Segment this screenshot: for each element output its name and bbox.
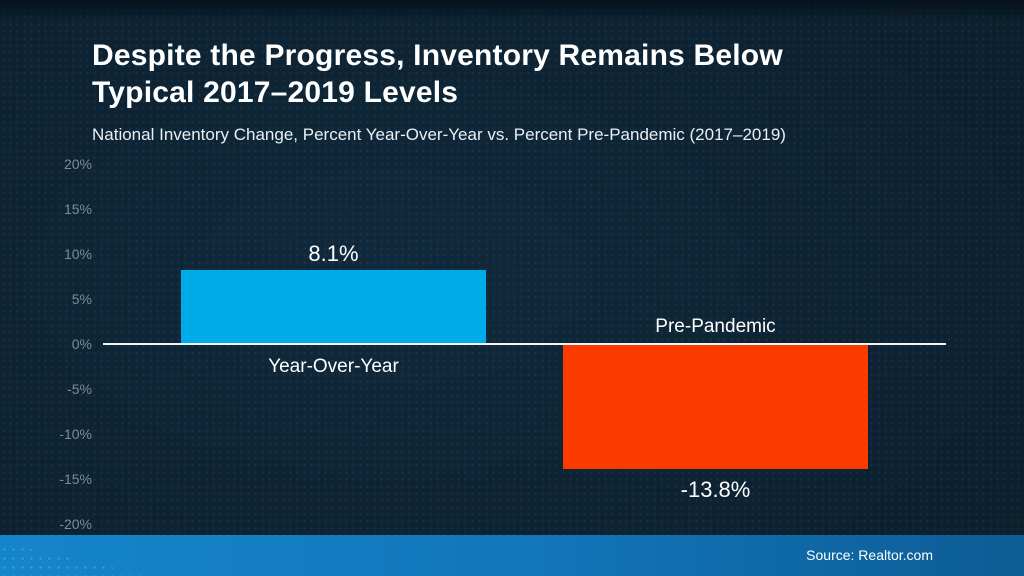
zero-axis-line xyxy=(103,343,946,345)
y-axis-tick-label: -15% xyxy=(59,471,92,487)
category-label-year-over-year: Year-Over-Year xyxy=(268,356,399,377)
footer-dots-decoration xyxy=(0,542,150,576)
y-axis-tick-label: -5% xyxy=(67,381,92,397)
chart-subtitle: National Inventory Change, Percent Year-… xyxy=(92,125,786,144)
slide-title: Despite the Progress, Inventory Remains … xyxy=(92,37,783,111)
y-axis-tick-label: -20% xyxy=(59,516,92,532)
source-text: Source: Realtor.com xyxy=(806,547,933,563)
y-axis-tick-label: 20% xyxy=(63,156,92,172)
slide-header: Despite the Progress, Inventory Remains … xyxy=(92,37,783,111)
y-axis-tick-label: 5% xyxy=(71,291,92,307)
y-axis-tick-label: -10% xyxy=(59,426,92,442)
value-label-pre-pandemic: -13.8% xyxy=(680,477,751,502)
y-axis-tick-label: 10% xyxy=(63,246,92,262)
bar-pre-pandemic xyxy=(563,345,868,469)
title-line-2: Typical 2017–2019 Levels xyxy=(92,76,459,109)
title-line-1: Despite the Progress, Inventory Remains … xyxy=(92,39,783,72)
y-axis-tick-label: 15% xyxy=(63,201,92,217)
y-axis-tick-label: 0% xyxy=(71,336,92,352)
footer-bar: Source: Realtor.com xyxy=(0,535,1024,576)
bar-year-over-year xyxy=(181,270,486,343)
category-label-pre-pandemic: Pre-Pandemic xyxy=(655,316,776,337)
value-label-year-over-year: 8.1% xyxy=(308,241,359,266)
